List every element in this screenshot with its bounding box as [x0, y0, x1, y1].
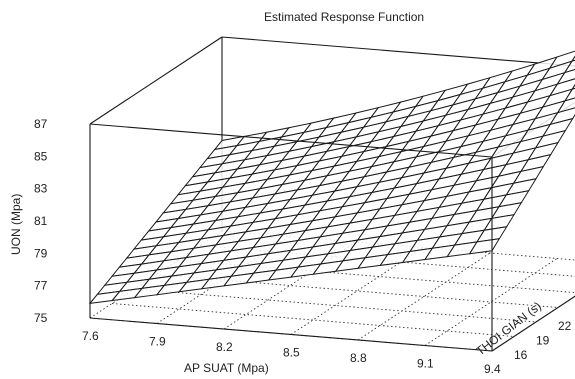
- x-tick-label: 8.8: [350, 351, 367, 365]
- x-tick-label: 7.9: [149, 335, 166, 349]
- x-tick-label: 8.2: [216, 340, 233, 354]
- z-axis-label: UON (Mpa): [9, 194, 23, 255]
- floor-gridline-y: [199, 245, 575, 277]
- surface-cell: [563, 87, 575, 102]
- box-edge-right-bottom: [491, 295, 575, 352]
- y-axis-label: THOI GIAN (s): [473, 299, 544, 358]
- tick-labels: 7.67.98.28.58.89.19.41619222528313475777…: [34, 117, 572, 376]
- floor-gridline-y: [155, 274, 559, 308]
- y-tick-label: 16: [514, 348, 528, 362]
- z-tick-label: 79: [34, 246, 48, 260]
- x-tick-label: 9.1: [417, 357, 434, 371]
- box-edge-front-bottom: [89, 317, 493, 352]
- box-edge-front-top: [89, 123, 493, 158]
- floor-gridline-y: [177, 259, 575, 294]
- y-tick-label: 19: [536, 334, 550, 348]
- floor-gridline-y: [111, 303, 515, 337]
- z-tick-label: 75: [34, 311, 48, 325]
- z-tick-label: 85: [34, 149, 48, 163]
- x-axis-label: AP SUAT (Mpa): [184, 361, 269, 375]
- z-tick-label: 77: [34, 279, 48, 293]
- response-surface: [88, 50, 575, 305]
- chart-title: Estimated Response Function: [264, 10, 424, 24]
- x-tick-label: 7.6: [82, 329, 99, 343]
- z-tick-label: 87: [34, 117, 48, 131]
- floor-gridline-y: [133, 288, 537, 323]
- x-tick-label: 8.5: [283, 346, 300, 360]
- surface-cell: [563, 59, 575, 74]
- floor-gridline-y: [221, 230, 575, 261]
- x-tick-label: 9.4: [484, 362, 501, 376]
- box-edge-back-top: [221, 36, 575, 67]
- y-tick-label: 22: [558, 319, 572, 333]
- z-tick-label: 83: [34, 182, 48, 196]
- box-front-edges: [89, 123, 575, 352]
- box-edge-top-left: [89, 36, 223, 125]
- z-tick-label: 81: [34, 214, 48, 228]
